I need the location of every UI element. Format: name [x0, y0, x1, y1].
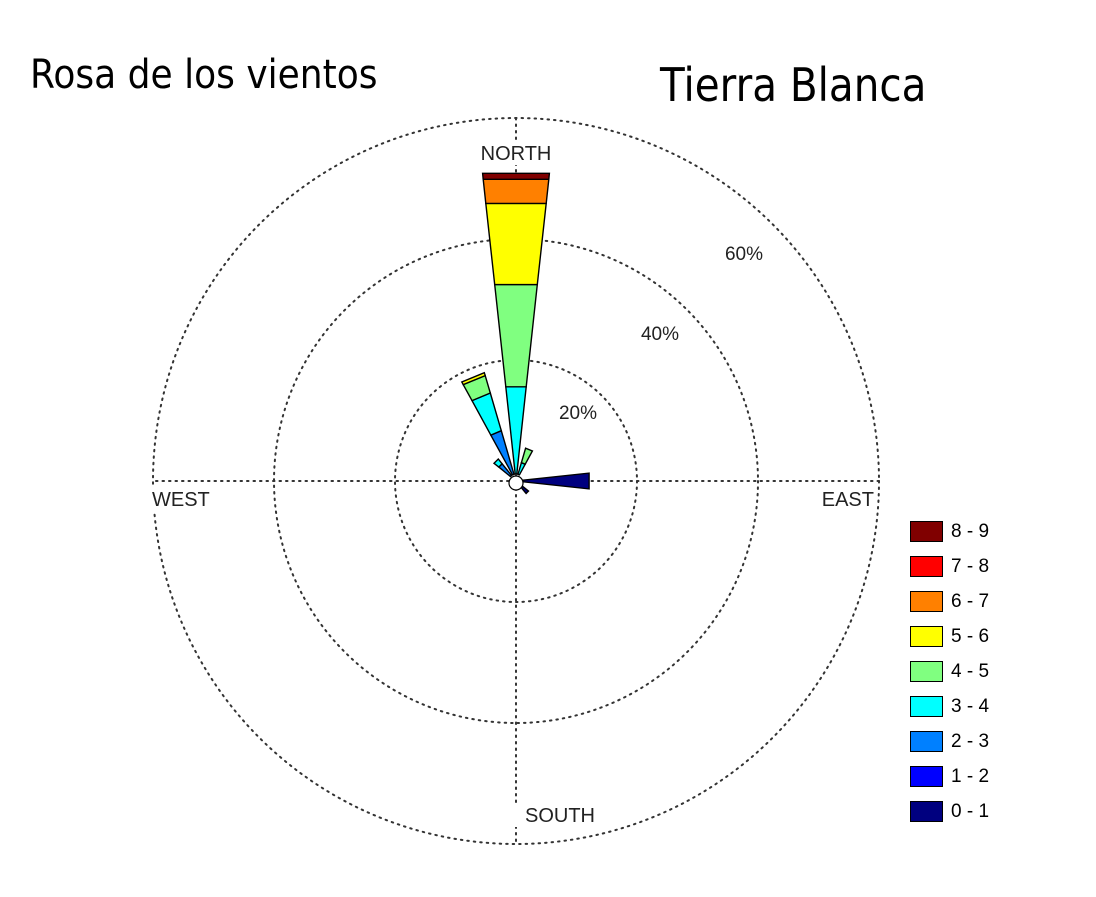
ring-label-bg: [716, 242, 772, 266]
legend-label: 2 - 3: [951, 730, 990, 752]
sector-22.5-bin-3: [517, 461, 527, 476]
legend-label: 0 - 1: [951, 800, 990, 822]
ring-label-40: 40%: [641, 324, 679, 345]
ring-label-20: 20%: [559, 403, 597, 424]
direction-label-south: SOUTH: [525, 805, 595, 827]
sector-0-bin-4: [493, 283, 539, 388]
legend-swatch: [910, 731, 943, 752]
speed-legend: 8 - 9 7 - 8 6 - 7 5 - 6 4 - 5 3 - 4 2 - 3 1 - 2…: [910, 514, 989, 829]
direction-label-bg: [514, 803, 606, 827]
legend-label: 6 - 7: [951, 590, 990, 612]
legend-item: 6 - 7: [910, 584, 989, 619]
legend-item: 4 - 5: [910, 654, 989, 689]
sector-22.5-bin-4: [520, 447, 534, 466]
legend-item: 2 - 3: [910, 724, 989, 759]
legend-swatch: [910, 801, 943, 822]
legend-swatch: [910, 626, 943, 647]
legend-swatch: [910, 556, 943, 577]
legend-label: 5 - 6: [951, 625, 990, 647]
sector-337.5-bin-5: [460, 371, 487, 386]
legend-item: 5 - 6: [910, 619, 989, 654]
legend-label: 8 - 9: [951, 520, 990, 542]
sector-0-bin-6: [482, 178, 550, 205]
chart-labels: NORTH EAST SOUTH WEST 20% 40% 60%: [150, 141, 876, 827]
sector-0-bin-8: [481, 172, 551, 181]
direction-label-east: EAST: [822, 489, 874, 511]
sector-90-bin-0: [522, 472, 590, 490]
direction-label-west: WEST: [152, 489, 210, 511]
direction-label-bg: [150, 487, 216, 511]
legend-swatch: [910, 521, 943, 542]
wind-sectors: [460, 172, 590, 495]
legend-label: 3 - 4: [951, 695, 990, 717]
legend-label: 1 - 2: [951, 765, 990, 787]
legend-item: 1 - 2: [910, 759, 989, 794]
rose-center: [508, 475, 524, 491]
station-name: Tierra Blanca: [660, 58, 927, 112]
legend-swatch: [910, 661, 943, 682]
legend-swatch: [910, 696, 943, 717]
sector-315-bin-3: [492, 457, 504, 469]
sector-0-bin-5: [485, 202, 547, 286]
direction-label-bg: [470, 141, 562, 165]
legend-label: 7 - 8: [951, 555, 990, 577]
legend-item: 7 - 8: [910, 549, 989, 584]
direction-label-bg: [810, 487, 876, 511]
legend-item: 0 - 1: [910, 794, 989, 829]
legend-swatch: [910, 766, 943, 787]
legend-swatch: [910, 591, 943, 612]
legend-item: 8 - 9: [910, 514, 989, 549]
legend-item: 3 - 4: [910, 689, 989, 724]
ring-label-bg: [550, 401, 606, 425]
direction-label-north: NORTH: [481, 143, 552, 165]
legend-label: 4 - 5: [951, 660, 990, 682]
ring-label-60: 60%: [725, 244, 763, 265]
ring-label-bg: [632, 322, 688, 346]
chart-title: Rosa de los vientos: [30, 52, 378, 98]
